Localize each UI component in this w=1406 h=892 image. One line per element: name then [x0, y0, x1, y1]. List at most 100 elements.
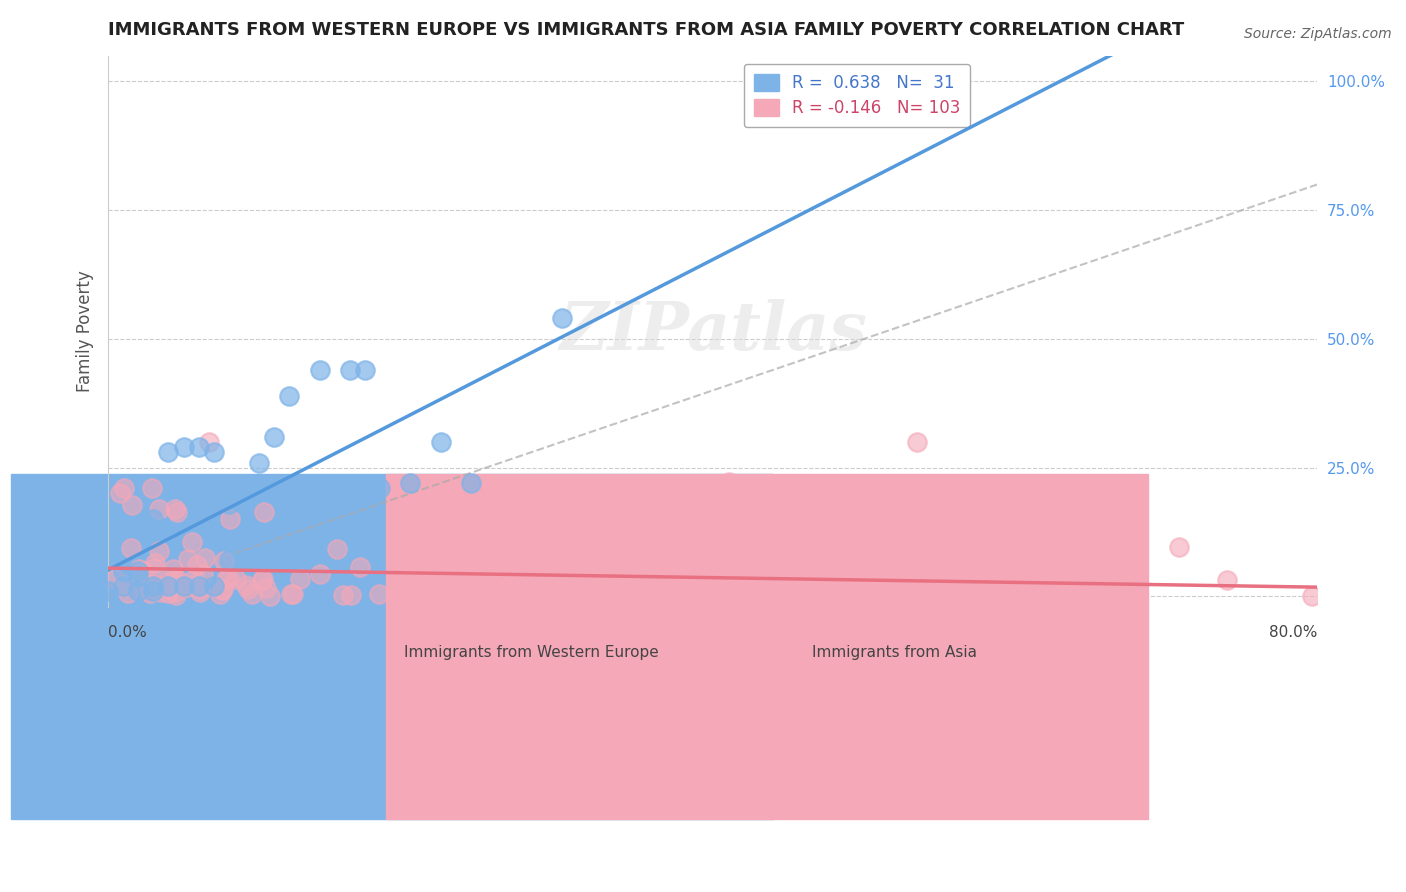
Point [1019, 589, 1042, 603]
Point [1301, 589, 1323, 603]
Point [120, 541, 142, 555]
Point [465, 563, 488, 577]
Point [308, 566, 330, 581]
Point [187, 440, 209, 454]
Text: Immigrants from Asia: Immigrants from Asia [811, 645, 977, 660]
Point [188, 582, 211, 597]
Point [550, 311, 572, 326]
Point [399, 476, 422, 491]
Point [143, 556, 166, 570]
Point [127, 569, 149, 583]
Point [482, 555, 505, 569]
Point [186, 558, 208, 573]
Point [208, 587, 231, 601]
Point [215, 572, 238, 586]
Point [240, 586, 263, 600]
Point [281, 587, 304, 601]
Point [575, 579, 598, 593]
Point [111, 577, 134, 591]
Point [368, 481, 391, 495]
Point [142, 577, 165, 591]
Point [326, 541, 349, 556]
Point [212, 554, 235, 568]
Point [567, 589, 589, 603]
Point [127, 584, 149, 599]
Point [855, 586, 877, 600]
Point [173, 579, 195, 593]
Point [138, 582, 160, 596]
Point [166, 505, 188, 519]
Point [188, 584, 211, 599]
Point [165, 588, 187, 602]
Point [1021, 572, 1043, 586]
Point [162, 561, 184, 575]
Point [183, 572, 205, 586]
Point [211, 582, 233, 597]
Point [112, 481, 135, 495]
Point [142, 512, 165, 526]
Point [157, 445, 180, 459]
Point [280, 587, 302, 601]
Point [104, 572, 127, 586]
Point [179, 578, 201, 592]
Text: 80.0%: 80.0% [1270, 624, 1317, 640]
Point [148, 501, 170, 516]
Point [527, 568, 550, 582]
Legend: R =  0.638   N=  31, R = -0.146   N= 103: R = 0.638 N= 31, R = -0.146 N= 103 [744, 64, 970, 127]
Point [141, 481, 163, 495]
Point [176, 581, 198, 595]
Point [177, 551, 200, 566]
Point [252, 572, 274, 586]
Point [972, 588, 994, 602]
Point [815, 579, 838, 593]
Point [202, 445, 225, 459]
Point [391, 560, 413, 574]
Point [218, 512, 240, 526]
Point [194, 550, 217, 565]
Point [354, 363, 377, 377]
Point [166, 573, 188, 587]
Point [259, 590, 281, 604]
Point [162, 577, 184, 591]
Point [789, 549, 811, 563]
Point [127, 564, 149, 578]
Point [165, 584, 187, 599]
Point [112, 579, 135, 593]
Point [218, 497, 240, 511]
Point [148, 544, 170, 558]
Point [150, 579, 173, 593]
Point [609, 585, 631, 599]
Point [1216, 573, 1239, 587]
Point [934, 576, 956, 591]
Point [806, 571, 828, 585]
Point [253, 505, 276, 519]
Text: Source: ZipAtlas.com: Source: ZipAtlas.com [1244, 27, 1392, 41]
Point [907, 434, 929, 449]
Point [163, 501, 186, 516]
Point [388, 588, 411, 602]
Point [1115, 535, 1137, 549]
Point [165, 573, 187, 587]
Point [717, 475, 740, 490]
Point [121, 498, 143, 512]
FancyBboxPatch shape [11, 475, 773, 819]
Point [112, 564, 135, 578]
Point [197, 434, 219, 449]
Point [142, 584, 165, 599]
Point [332, 588, 354, 602]
Point [460, 476, 482, 491]
Point [233, 481, 256, 495]
FancyBboxPatch shape [387, 475, 1149, 819]
Point [934, 576, 956, 591]
Point [247, 456, 270, 470]
Point [852, 555, 875, 569]
Point [225, 572, 247, 586]
Point [132, 564, 155, 578]
Point [579, 574, 602, 588]
Point [938, 584, 960, 599]
Point [529, 571, 551, 585]
Point [218, 570, 240, 584]
Point [235, 577, 257, 591]
Point [157, 574, 180, 589]
Point [211, 583, 233, 598]
